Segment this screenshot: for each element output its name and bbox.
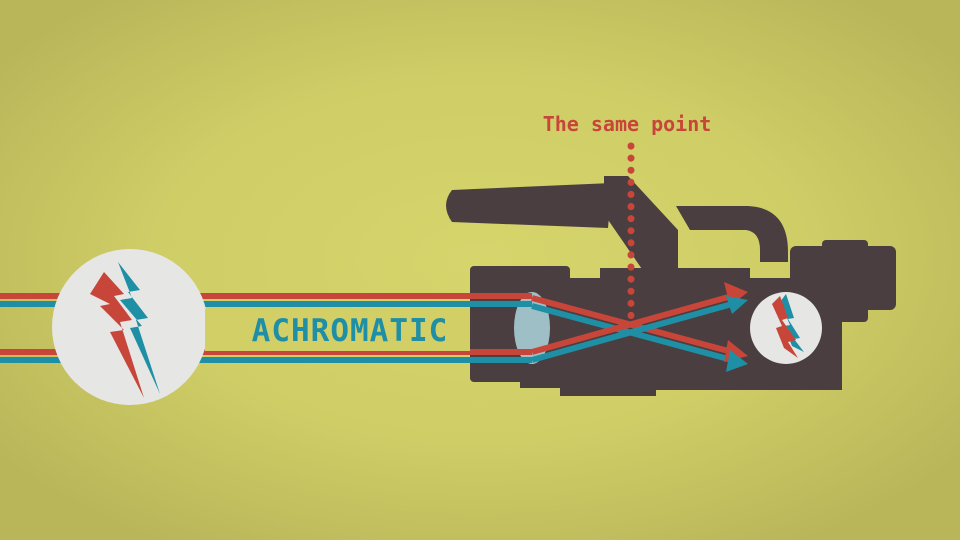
camera-microphone: [446, 183, 612, 228]
banner-label: ACHROMATIC: [252, 313, 449, 349]
arrowhead-blue-down: [726, 350, 748, 372]
ray-arrowheads: [724, 282, 748, 372]
light-source-disc: [52, 249, 208, 405]
camera-handle: [676, 206, 788, 262]
blue-ray-refracted-up: [531, 301, 733, 363]
bolt-arrows-icon: [772, 294, 804, 358]
callout-label: The same point: [543, 112, 712, 136]
arrowhead-blue-up: [726, 296, 748, 314]
camera-mic-arm: [604, 176, 678, 272]
video-camera: [446, 176, 896, 396]
achromatic-banner: ACHROMATIC: [205, 309, 470, 351]
red-ray-refracted-up: [531, 293, 733, 355]
bolt-arrows-icon: [90, 262, 160, 398]
refracted-rays: [531, 293, 733, 363]
sensor-disc: [750, 292, 822, 364]
